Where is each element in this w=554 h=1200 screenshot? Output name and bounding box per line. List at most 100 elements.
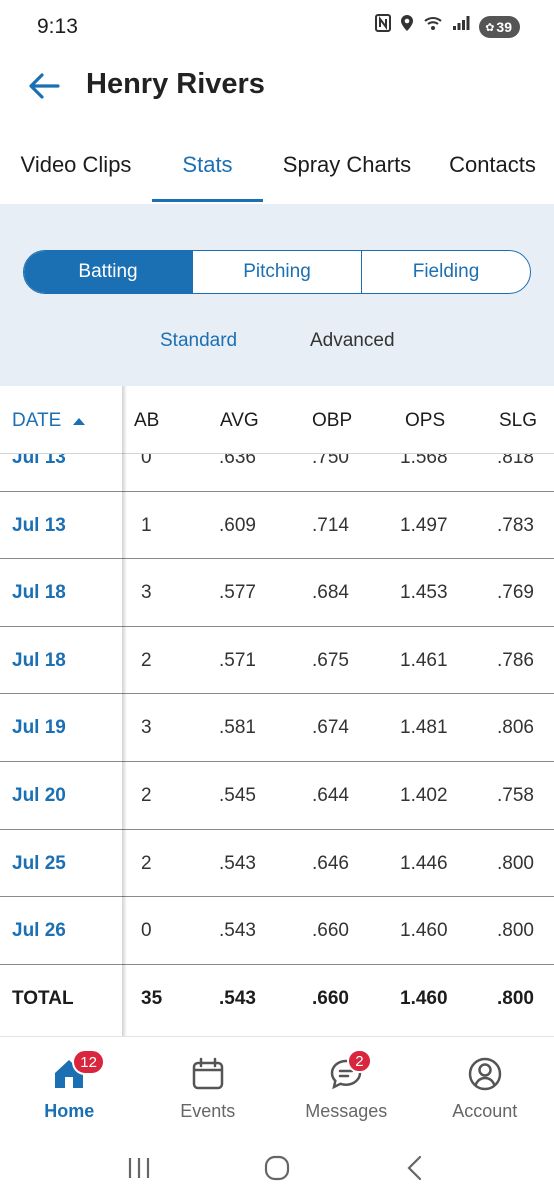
status-bar: 9:13 ✿ 39 (0, 0, 554, 56)
tab-spray-charts[interactable]: Spray Charts (282, 152, 412, 177)
tab-video-clips[interactable]: Video Clips (20, 152, 132, 177)
nav-messages[interactable]: 2 Messages (277, 1037, 416, 1136)
cell-date[interactable]: Jul 18 (12, 649, 66, 671)
stats-table[interactable]: DATE AB AVG OBP OPS SLG Jul 13 0 .636 .7… (0, 386, 554, 1036)
cell-ab: 3 (141, 582, 152, 604)
chat-icon: 2 (327, 1049, 372, 1093)
cell-obp: .674 (312, 717, 349, 739)
cell-avg: .581 (219, 717, 256, 739)
cell-ab: 0 (141, 920, 152, 942)
cell-avg: .577 (219, 582, 256, 604)
cell-avg: .609 (219, 514, 256, 536)
home-system-button[interactable] (257, 1148, 297, 1188)
table-header: DATE AB AVG OBP OPS SLG (0, 386, 554, 454)
cell-total-slg: .800 (497, 987, 534, 1009)
home-notification-badge: 12 (72, 1049, 105, 1075)
nav-account-label: Account (452, 1101, 518, 1121)
location-icon (400, 14, 414, 40)
standard-toggle[interactable]: Standard (160, 330, 238, 351)
cell-total-avg: .543 (219, 987, 256, 1009)
column-header-ab[interactable]: AB (134, 410, 160, 431)
table-row: Jul 18 3 .577 .684 1.453 .769 (0, 559, 554, 627)
leaf-icon: ✿ (485, 21, 495, 34)
cell-total-obp: .660 (312, 987, 349, 1009)
system-navigation-bar (0, 1136, 554, 1200)
cell-avg: .545 (219, 784, 256, 806)
cell-date[interactable]: Jul 19 (12, 717, 66, 739)
column-header-ops[interactable]: OPS (405, 410, 446, 431)
cell-date[interactable]: Jul 26 (12, 920, 66, 942)
messages-notification-badge: 2 (347, 1049, 372, 1073)
cell-avg: .543 (219, 920, 256, 942)
cell-ops: 1.461 (400, 649, 448, 671)
column-header-date[interactable]: DATE (12, 410, 86, 432)
battery-level: 39 (496, 19, 512, 35)
tab-stats[interactable]: Stats (152, 126, 263, 204)
bottom-navigation: 12 Home Events 2 Messages Account (0, 1036, 554, 1136)
advanced-toggle[interactable]: Advanced (310, 330, 395, 351)
cell-obp: .714 (312, 514, 349, 536)
wifi-icon (423, 15, 443, 39)
tab-contacts[interactable]: Contacts (449, 152, 536, 177)
recent-apps-icon (128, 1158, 150, 1178)
column-header-slg[interactable]: SLG (499, 410, 538, 431)
column-header-date-label: DATE (12, 410, 62, 431)
cell-total-label: TOTAL (12, 987, 74, 1009)
table-body: Jul 13 0 .636 .750 1.568 .818 Jul 13 1 .… (0, 424, 554, 1032)
back-chevron-icon (407, 1155, 422, 1181)
back-arrow-icon (29, 73, 60, 99)
cell-obp: .675 (312, 649, 349, 671)
cell-ops: 1.402 (400, 784, 448, 806)
cell-total-ops: 1.460 (400, 987, 448, 1009)
nav-events[interactable]: Events (139, 1037, 278, 1136)
cell-obp: .684 (312, 582, 349, 604)
segment-batting[interactable]: Batting (24, 251, 193, 293)
cell-slg: .806 (497, 717, 534, 739)
nav-home[interactable]: 12 Home (0, 1037, 139, 1136)
cell-ops: 1.453 (400, 582, 448, 604)
cell-slg: .769 (497, 582, 534, 604)
cell-avg: .571 (219, 649, 256, 671)
cell-avg: .543 (219, 852, 256, 874)
cell-ab: 2 (141, 649, 152, 671)
cell-ab: 1 (141, 514, 152, 536)
account-icon (466, 1055, 504, 1093)
home-circle-icon (264, 1155, 290, 1181)
app-header: Henry Rivers (0, 56, 554, 126)
cell-slg: .800 (497, 920, 534, 942)
cell-slg: .800 (497, 852, 534, 874)
back-button[interactable] (24, 66, 64, 106)
cell-ab: 3 (141, 717, 152, 739)
calendar-icon (189, 1055, 227, 1093)
signal-icon (452, 15, 470, 39)
home-icon: 12 (50, 1049, 105, 1093)
stat-type-segmented-control: Batting Pitching Fielding (23, 250, 531, 294)
segment-fielding[interactable]: Fielding (412, 261, 480, 282)
table-row: Jul 25 2 .543 .646 1.446 .800 (0, 830, 554, 898)
stats-filter-panel: Batting Pitching Fielding Standard Advan… (0, 204, 554, 386)
cell-obp: .660 (312, 920, 349, 942)
table-row: Jul 18 2 .571 .675 1.461 .786 (0, 627, 554, 695)
cell-ab: 0 (141, 447, 152, 468)
page-title: Henry Rivers (86, 68, 265, 100)
battery-indicator: ✿ 39 (479, 16, 520, 38)
cell-total-ab: 35 (141, 987, 163, 1009)
cell-date[interactable]: Jul 18 (12, 582, 66, 604)
segment-pitching[interactable]: Pitching (193, 251, 362, 293)
cell-date[interactable]: Jul 25 (12, 852, 66, 874)
back-system-button[interactable] (395, 1148, 435, 1188)
sort-ascending-icon (73, 417, 86, 425)
status-time: 9:13 (37, 15, 78, 38)
column-header-avg[interactable]: AVG (220, 410, 259, 431)
recent-apps-button[interactable] (119, 1148, 159, 1188)
cell-date[interactable]: Jul 20 (12, 784, 66, 806)
column-header-obp[interactable]: OBP (312, 410, 353, 431)
nav-account[interactable]: Account (416, 1037, 554, 1136)
nav-messages-label: Messages (305, 1101, 388, 1121)
cell-slg: .783 (497, 514, 534, 536)
cell-slg: .786 (497, 649, 534, 671)
cell-ops: 1.460 (400, 920, 448, 942)
table-row: Jul 13 1 .609 .714 1.497 .783 (0, 492, 554, 560)
nav-events-label: Events (180, 1101, 236, 1121)
cell-date[interactable]: Jul 13 (12, 514, 66, 536)
